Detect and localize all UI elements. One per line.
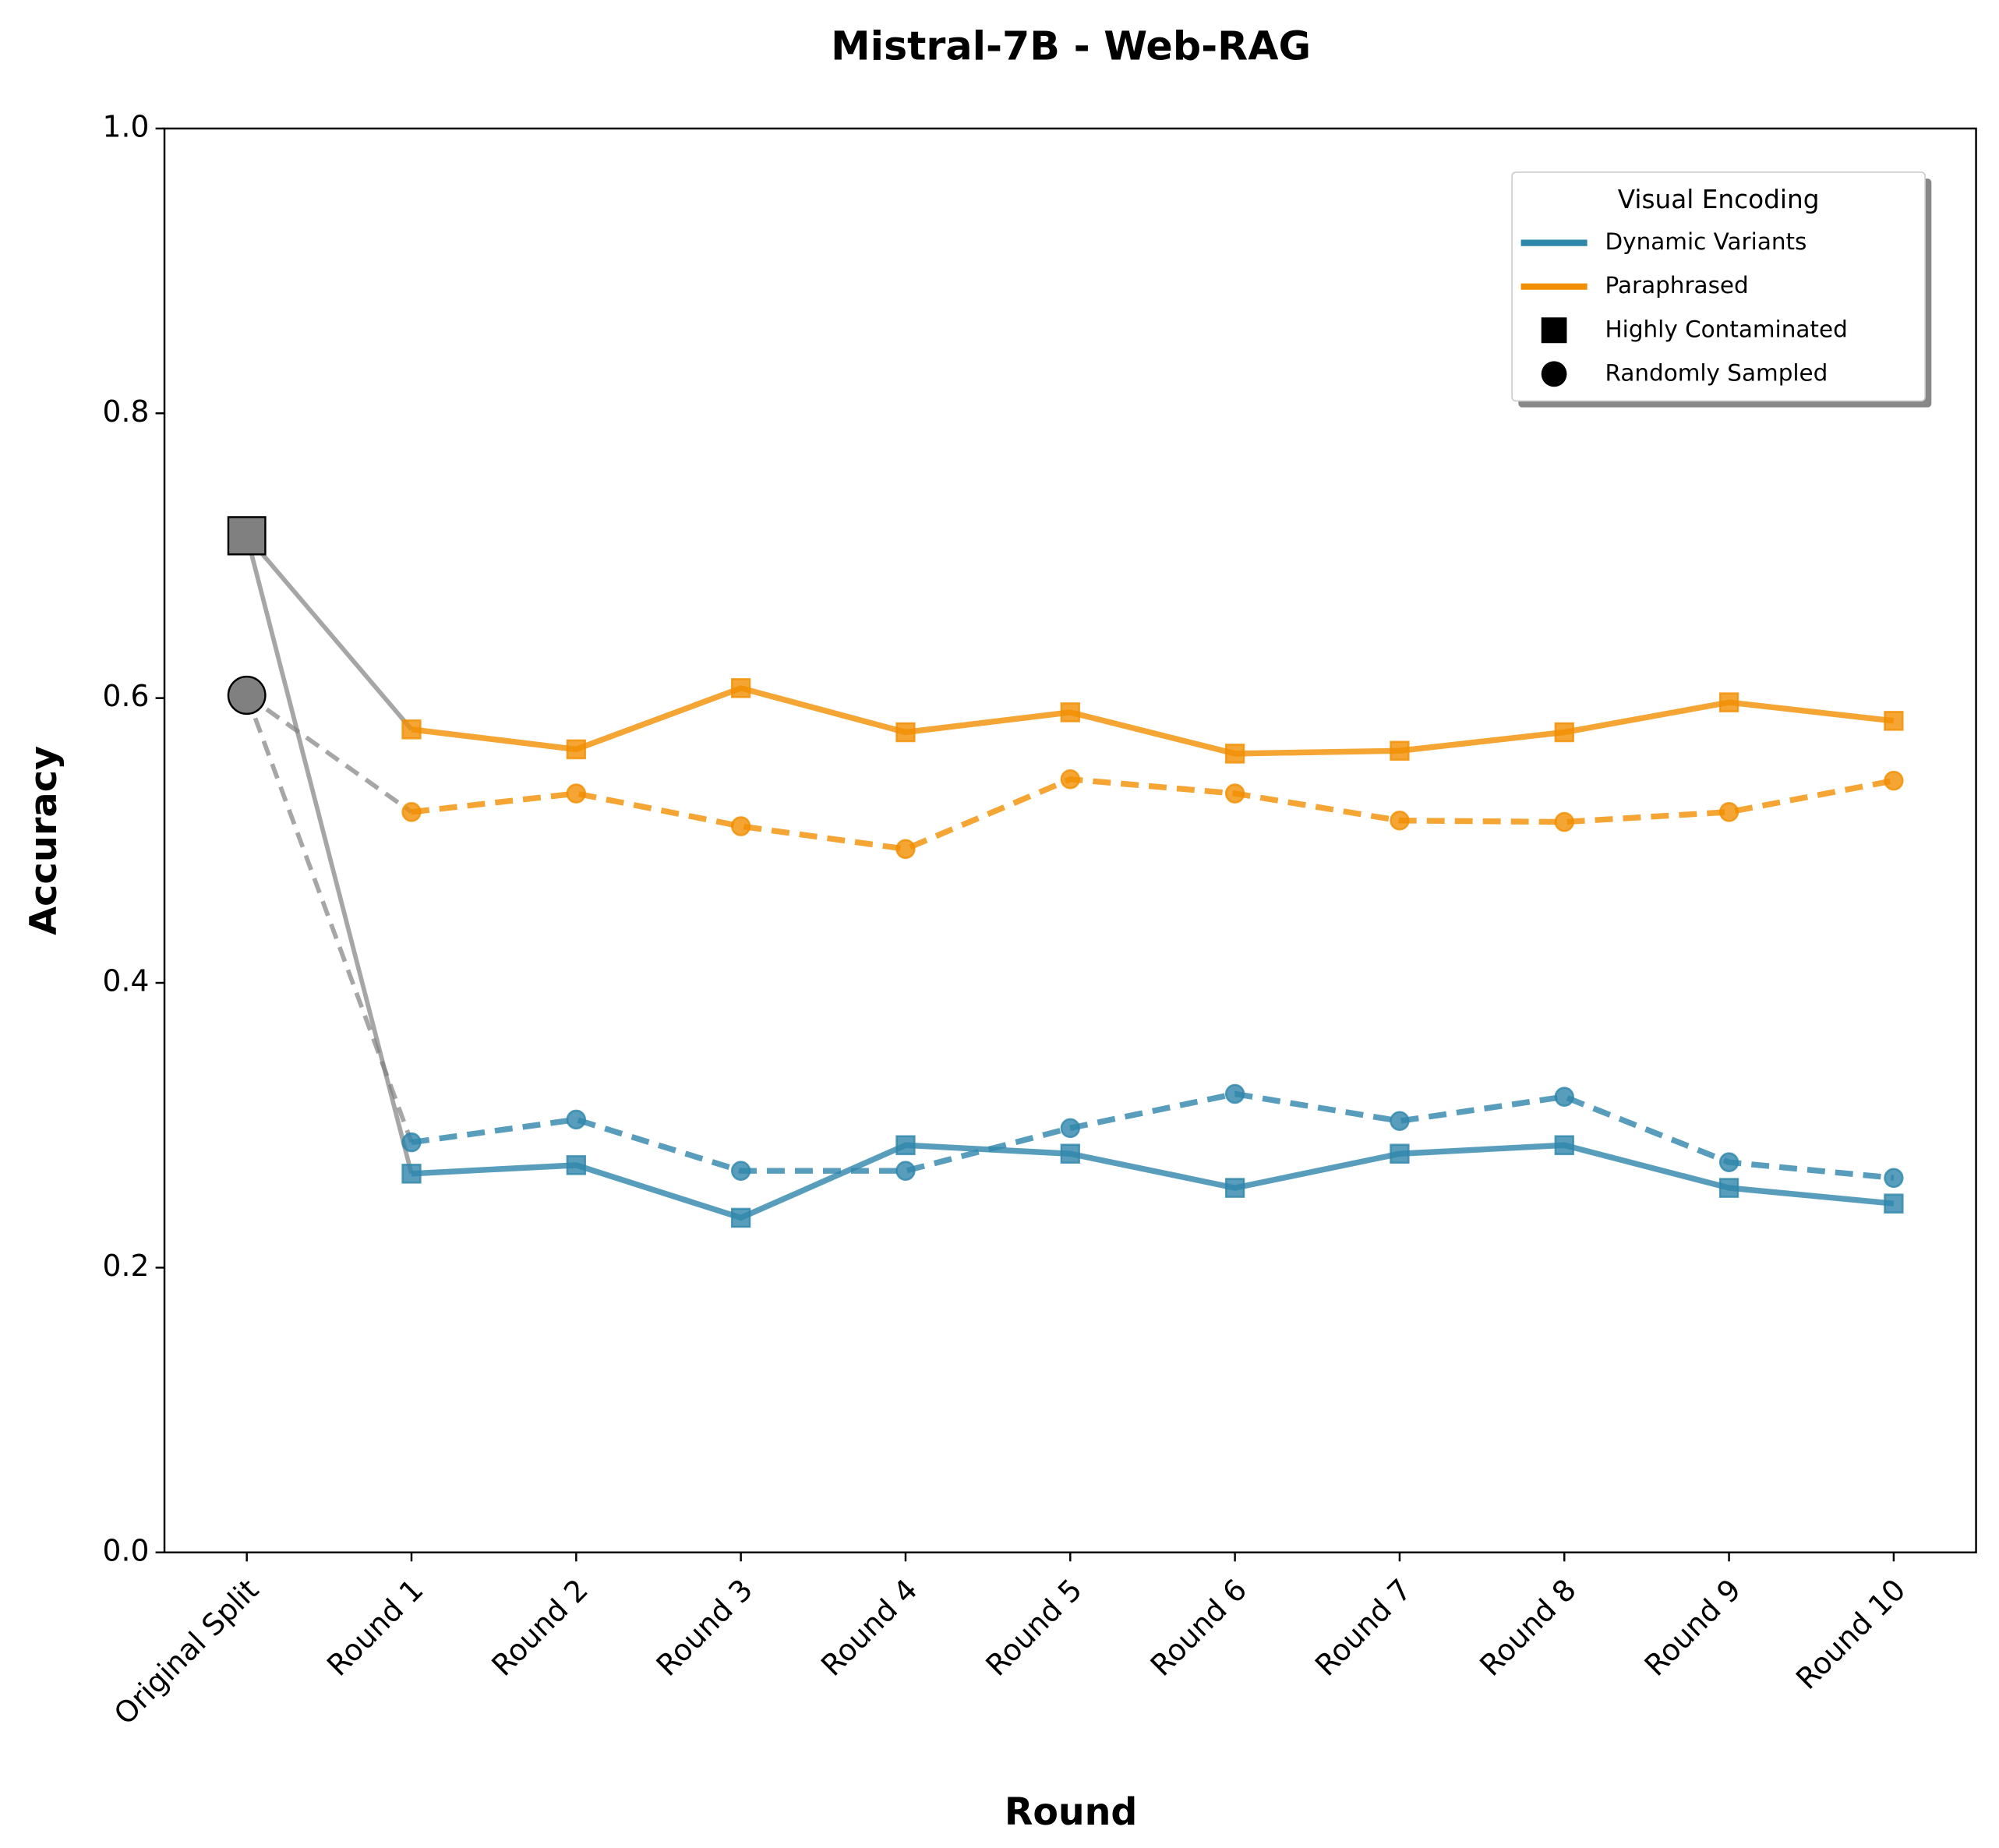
point (1554, 811, 1574, 832)
x-tick-label: Original Split (108, 1572, 266, 1731)
legend-box (1511, 171, 1926, 402)
point (1884, 1193, 1904, 1214)
legend-swatch (1541, 361, 1567, 387)
point (1554, 1135, 1574, 1156)
x-tick-label: Round 2 (485, 1572, 595, 1683)
point (1224, 1083, 1245, 1104)
point (1390, 740, 1410, 761)
point (1718, 1152, 1739, 1172)
connector-line (245, 694, 414, 1143)
point (1224, 744, 1245, 764)
series-line (411, 776, 1895, 853)
series-line (411, 1142, 1895, 1221)
series-line (411, 1090, 1895, 1181)
point (1390, 810, 1410, 831)
x-tick-label: Round 10 (1789, 1572, 1912, 1696)
point (1884, 770, 1904, 791)
legend-label: Dynamic Variants (1605, 228, 1807, 255)
point (730, 816, 751, 836)
point (1718, 1178, 1739, 1198)
point (730, 1161, 751, 1181)
point (730, 678, 751, 698)
x-tick-label: Round 7 (1309, 1572, 1418, 1683)
point (1224, 1178, 1245, 1198)
y-tick-label: 0.8 (103, 394, 150, 429)
point (1060, 1143, 1080, 1164)
point (401, 719, 422, 740)
y-tick-label: 0.2 (103, 1249, 150, 1283)
point (566, 1155, 587, 1175)
point (1554, 1087, 1574, 1107)
y-tick-label: 1.0 (103, 109, 150, 143)
x-tick-label: Round 9 (1638, 1572, 1748, 1683)
point (566, 1109, 587, 1130)
chart-title: Mistral-7B - Web-RAG (831, 24, 1311, 70)
point (1718, 692, 1739, 712)
point (1060, 769, 1080, 790)
original-point (227, 675, 267, 716)
point (566, 739, 587, 760)
point (1884, 1168, 1904, 1189)
connector-line (245, 693, 413, 814)
original-point (227, 516, 267, 556)
x-tick-label: Round 6 (1144, 1572, 1254, 1683)
point (1884, 711, 1904, 731)
legend-label: Randomly Sampled (1605, 359, 1828, 386)
point (566, 783, 587, 804)
point (1718, 802, 1739, 822)
point (1390, 1143, 1410, 1164)
x-tick-label: Round 8 (1473, 1572, 1583, 1683)
y-tick-label: 0.4 (103, 963, 150, 998)
x-tick-label: Round 3 (650, 1572, 760, 1683)
x-tick-label: Round 1 (320, 1572, 430, 1683)
point (895, 1161, 916, 1181)
point (1060, 702, 1080, 723)
connector-line (245, 534, 414, 731)
point (1224, 783, 1245, 804)
point (895, 839, 916, 860)
legend-label: Paraphrased (1605, 272, 1749, 299)
point (1554, 722, 1574, 743)
point (401, 802, 422, 822)
point (895, 1135, 916, 1156)
point (1060, 1118, 1080, 1139)
y-axis-label: Accuracy (23, 746, 65, 935)
x-tick-label: Round 5 (979, 1572, 1089, 1683)
legend-title: Visual Encoding (1618, 185, 1820, 214)
point (730, 1207, 751, 1228)
x-axis-label: Round (1005, 1791, 1138, 1834)
legend-label: Highly Contaminated (1605, 316, 1848, 342)
y-tick-label: 0.0 (103, 1533, 150, 1567)
point (401, 1164, 422, 1184)
legend-swatch (1541, 317, 1567, 344)
series-line (411, 684, 1895, 757)
point (401, 1132, 422, 1153)
point (1390, 1111, 1410, 1132)
point (895, 722, 916, 743)
y-tick-label: 0.6 (103, 679, 150, 713)
x-tick-label: Round 4 (814, 1572, 924, 1683)
